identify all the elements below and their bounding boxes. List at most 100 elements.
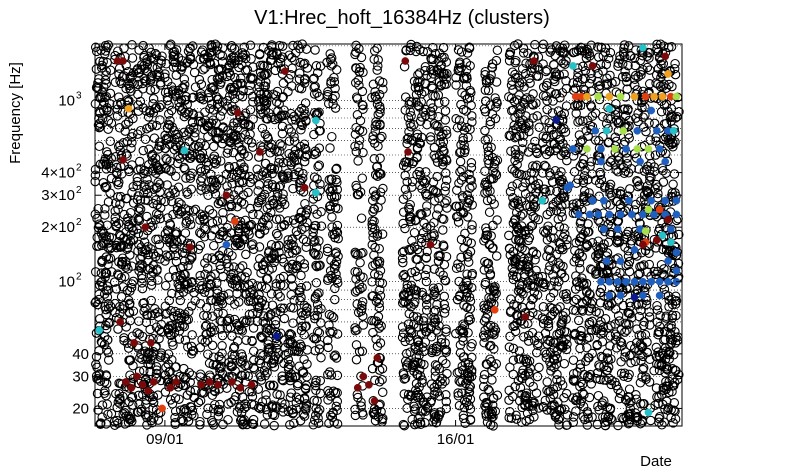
cluster-point: [605, 277, 614, 286]
cluster-point: [661, 157, 670, 166]
cluster-point: [650, 210, 658, 219]
cluster-point: [644, 205, 653, 214]
cluster-point: [661, 52, 670, 61]
cluster-point: [594, 210, 602, 219]
cluster-point: [650, 92, 658, 101]
cluster-point: [639, 240, 647, 249]
cluster-point: [222, 240, 231, 249]
cluster-point: [116, 318, 125, 326]
cluster-point: [597, 157, 605, 166]
cluster-point: [611, 145, 619, 153]
cluster-point: [605, 210, 614, 219]
cluster-point: [672, 92, 681, 101]
cluster-point: [359, 372, 368, 381]
cluster-point: [647, 196, 656, 205]
cluster-point: [149, 378, 158, 386]
cluster-point: [630, 293, 639, 302]
cluster-point: [566, 181, 575, 190]
y-tick-exponent: 2: [76, 272, 82, 283]
cluster-point: [672, 210, 681, 219]
cluster-point: [574, 210, 583, 219]
cluster-point: [658, 231, 667, 240]
cluster-point: [616, 92, 625, 101]
cluster-point: [630, 277, 639, 286]
cluster-point: [647, 277, 656, 286]
cluster-point: [569, 62, 577, 70]
cluster-point: [655, 277, 664, 286]
cluster-point: [272, 332, 281, 341]
cluster-point: [639, 291, 647, 300]
y-axis-label: Frequency [Hz]: [7, 62, 24, 164]
cluster-point: [619, 126, 628, 135]
cluster-point: [661, 196, 670, 205]
x-axis-label: Date: [640, 453, 672, 470]
cluster-point: [602, 257, 611, 265]
cluster-point: [639, 44, 647, 52]
cluster-point: [599, 196, 608, 205]
cluster-point: [597, 145, 605, 153]
cluster-point: [365, 380, 373, 389]
cluster-point: [594, 92, 602, 101]
cluster-point: [622, 277, 630, 286]
cluster-point: [652, 236, 661, 244]
cluster-point: [655, 205, 664, 214]
cluster-point: [655, 145, 664, 153]
y-tick-exponent: 2: [76, 163, 82, 174]
cluster-point: [95, 326, 104, 335]
cluster-point: [644, 145, 653, 153]
cluster-point: [599, 225, 608, 233]
cluster-point: [530, 57, 538, 65]
cluster-point: [353, 383, 362, 392]
cluster-point: [552, 116, 561, 124]
cluster-point: [228, 378, 236, 386]
cluster-point: [588, 196, 597, 205]
cluster-point: [404, 148, 412, 156]
cluster-point: [141, 223, 150, 231]
cluster-point: [602, 126, 611, 135]
cluster-point: [569, 145, 577, 153]
cluster-point: [311, 188, 320, 197]
cluster-point: [426, 240, 435, 249]
cluster-point: [247, 380, 256, 389]
y-tick-label: 40: [72, 346, 89, 363]
chart-title: V1:Hrec_hoft_16384Hz (clusters): [254, 7, 550, 29]
cluster-point: [630, 92, 639, 101]
y-tick-label: 3×10: [41, 187, 75, 204]
cluster-point: [521, 313, 530, 321]
cluster-point: [585, 210, 594, 219]
cluster-point: [641, 227, 650, 236]
cluster-point: [127, 383, 136, 392]
cluster-point: [636, 157, 644, 166]
cluster-point: [605, 104, 614, 113]
cluster-point: [205, 378, 214, 386]
cluster-point: [647, 106, 656, 115]
cluster-point: [583, 92, 591, 101]
cluster-point: [172, 378, 180, 386]
y-tick-label: 20: [72, 400, 89, 417]
cluster-point: [616, 257, 625, 265]
cluster-point: [613, 225, 622, 233]
cluster-point: [672, 196, 681, 205]
cluster-point: [222, 191, 231, 200]
cluster-point: [664, 70, 672, 78]
y-tick-label: 2×10: [41, 219, 75, 236]
cluster-point: [625, 196, 633, 205]
cluster-point: [616, 210, 625, 219]
cluster-point: [639, 210, 647, 219]
cluster-point: [538, 196, 547, 205]
cluster-point: [641, 92, 650, 101]
y-tick-exponent: 3: [76, 90, 82, 101]
cluster-point: [119, 156, 127, 164]
cluster-point: [588, 62, 597, 70]
cluster-point: [633, 145, 642, 153]
cluster-point: [119, 57, 127, 65]
cluster-point: [214, 380, 222, 389]
cluster-point: [666, 238, 675, 247]
cluster-point: [652, 126, 661, 135]
cluster-point: [180, 146, 189, 155]
cluster-point: [281, 67, 289, 76]
y-tick-label: 4×10: [41, 165, 75, 182]
y-tick-exponent: 2: [76, 217, 82, 228]
cluster-point: [256, 148, 264, 156]
